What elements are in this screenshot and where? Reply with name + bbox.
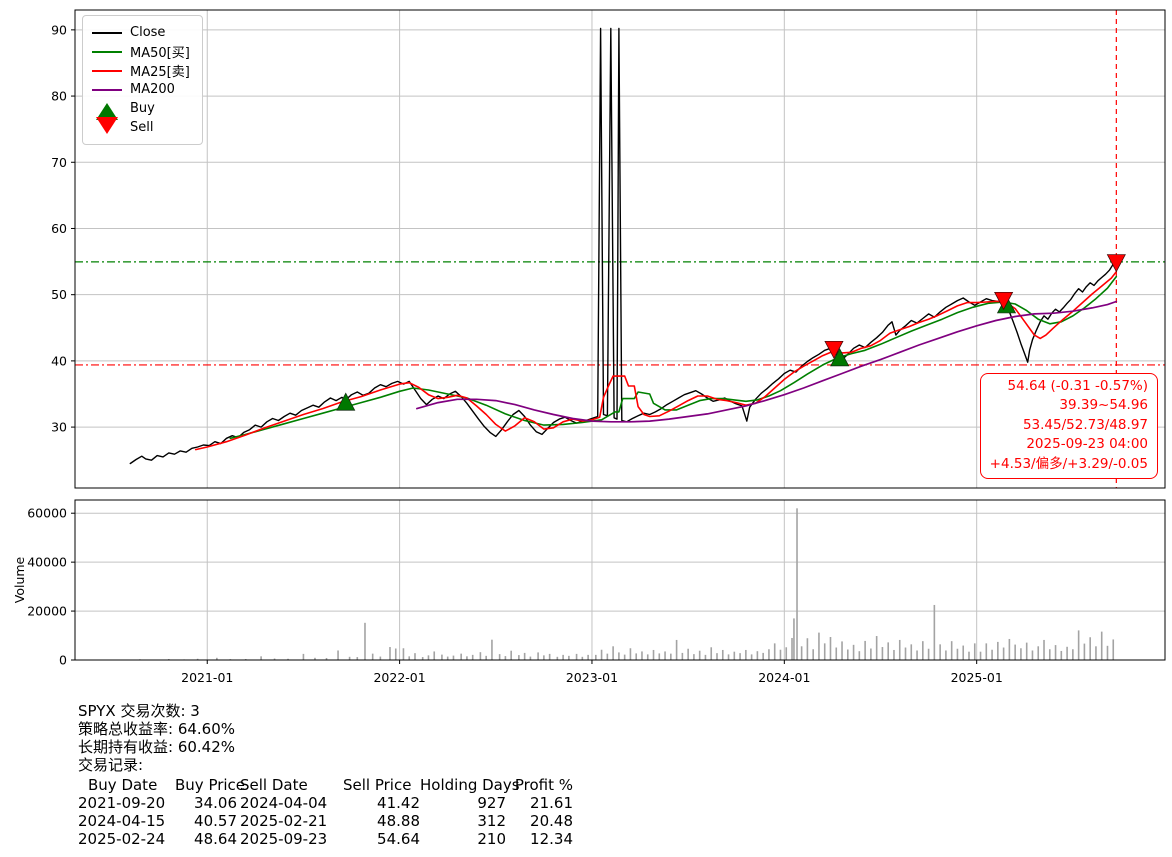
legend-label: Sell	[130, 120, 154, 135]
trade-cell: 40.57	[194, 812, 237, 830]
buy-marker	[336, 392, 356, 411]
legend-line-swatch	[92, 50, 122, 53]
buy-marker	[830, 348, 850, 367]
y-tick-label: 40	[51, 353, 67, 368]
legend-item-buy: Buy	[92, 99, 190, 120]
trade-cell: 54.64	[377, 830, 420, 848]
trade-cell: 2024-04-15	[78, 812, 166, 830]
legend-line-swatch	[92, 69, 122, 72]
trade-cell: 21.61	[530, 794, 573, 812]
trade-cell: 20.48	[530, 812, 573, 830]
trade-row: 2021-09-20 34.06 2024-04-04 41.42 927 21.61	[78, 794, 573, 812]
x-tick-label: 2025-01	[951, 670, 1003, 685]
trades-col-header: Sell Date	[240, 776, 308, 794]
trades-table: Buy Date Buy Price Sell Date Sell Price Hold…	[78, 776, 573, 848]
trades-col-header: Holding Days	[420, 776, 520, 794]
legend-line-swatch	[92, 88, 122, 91]
y-tick-label: 80	[51, 89, 67, 104]
legend-label: MA50[买]	[130, 46, 190, 61]
x-tick-label: 2021-01	[181, 670, 233, 685]
axes-spines	[74, 9, 1166, 661]
y-tick-label: 30	[51, 420, 67, 435]
trade-cell: 34.06	[194, 794, 237, 812]
trade-cell: 48.88	[377, 812, 420, 830]
y-tick-label: 90	[51, 22, 67, 37]
price-volume-chart: 30 40 50 60 70 80 90 0 20000 40000 60000 2021-01 202…	[12, 9, 1166, 685]
summary-trade-log-label: 交易记录:	[78, 756, 144, 774]
sell-triangle-icon	[92, 117, 122, 134]
volume-axis-label: Volume	[12, 556, 27, 603]
x-tick-label: 2023-01	[566, 670, 618, 685]
legend-label: MA200	[130, 82, 175, 97]
trades-col-header: Buy Date	[88, 776, 158, 794]
y-tick-label: 70	[51, 155, 67, 170]
trade-cell: 2025-02-24	[78, 830, 166, 848]
volume-bars	[139, 508, 1115, 660]
sell-marker	[994, 291, 1014, 311]
y-tick-label: 60	[51, 221, 67, 236]
trade-cell: 41.42	[377, 794, 420, 812]
sell-marker	[824, 340, 844, 360]
legend-label: Close	[130, 25, 166, 40]
legend-item-sell: Sell	[92, 117, 190, 137]
annotation-line: 2025-09-23 04:00	[1026, 436, 1148, 453]
trade-cell: 2021-09-20	[78, 794, 166, 812]
trade-markers	[336, 254, 1126, 411]
axis-ticks-labels: 30 40 50 60 70 80 90 0 20000 40000 60000 2021-01 202…	[12, 22, 1003, 685]
volume-tick-label: 60000	[27, 506, 67, 521]
trade-cell: 210	[477, 830, 506, 848]
legend-label: Buy	[130, 101, 155, 116]
trade-cell: 2025-09-23	[240, 830, 328, 848]
trades-header-row: Buy Date Buy Price Sell Date Sell Price Hold…	[78, 776, 573, 794]
trade-cell: 312	[477, 812, 506, 830]
legend-item-close: Close	[92, 23, 190, 42]
summary-trade-count: SPYX 交易次数: 3	[78, 702, 200, 720]
x-tick-label: 2024-01	[758, 670, 810, 685]
legend-label: MA25[卖]	[130, 65, 190, 80]
trade-row: 2025-02-24 48.64 2025-09-23 54.64 210 12.34	[78, 830, 573, 848]
summary-hold-return: 长期持有收益: 60.42%	[78, 738, 236, 756]
summary-strategy-return: 策略总收益率: 64.60%	[78, 720, 236, 738]
trades-col-header: Sell Price	[343, 776, 412, 794]
volume-tick-label: 20000	[27, 604, 67, 619]
trade-cell: 2024-04-04	[240, 794, 328, 812]
trades-col-header: Profit %	[514, 776, 573, 794]
x-tick-label: 2022-01	[373, 670, 425, 685]
annotation-line: 54.64 (-0.31 -0.57%)	[1007, 378, 1148, 394]
buy-triangle-icon	[92, 103, 122, 120]
legend-item-ma25: MA25[卖]	[92, 61, 190, 80]
trade-cell: 12.34	[530, 830, 573, 848]
trade-cell: 927	[477, 794, 506, 812]
trade-row: 2024-04-15 40.57 2025-02-21 48.88 312 20.48	[78, 812, 573, 830]
legend: Close MA50[买] MA25[卖] MA200 Buy Sell	[82, 15, 203, 145]
y-tick-label: 50	[51, 287, 67, 302]
summary-block: SPYX 交易次数: 3 策略总收益率: 64.60% 长期持有收益: 60.4…	[78, 702, 573, 848]
volume-tick-label: 0	[59, 653, 67, 668]
ma25-line	[194, 270, 1118, 451]
quote-annotation: 54.64 (-0.31 -0.57%) 39.39~54.96 53.45/52.…	[979, 373, 1158, 480]
ma200-line	[416, 300, 1118, 423]
sell-marker	[1106, 254, 1126, 273]
trade-cell: 48.64	[194, 830, 237, 848]
annotation-line: 39.39~54.96	[1059, 397, 1148, 414]
legend-line-swatch	[92, 31, 122, 34]
trade-cell: 2025-02-21	[240, 812, 328, 830]
legend-item-ma50: MA50[买]	[92, 42, 190, 61]
legend-item-ma200: MA200	[92, 80, 190, 99]
trades-col-header: Buy Price	[175, 776, 246, 794]
annotation-line: 53.45/52.73/48.97	[1022, 416, 1148, 433]
annotation-line: +4.53/偏多/+3.29/-0.05	[989, 455, 1148, 472]
volume-tick-label: 40000	[27, 555, 67, 570]
